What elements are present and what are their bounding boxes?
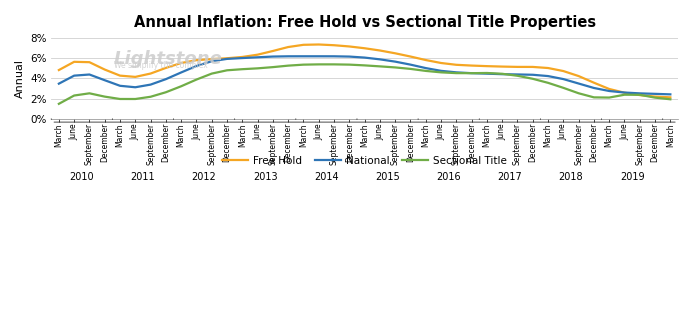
Title: Annual Inflation: Free Hold vs Sectional Title Properties: Annual Inflation: Free Hold vs Sectional… — [134, 15, 596, 30]
Text: 2018: 2018 — [559, 172, 584, 182]
Text: 2013: 2013 — [253, 172, 278, 182]
Text: 2012: 2012 — [192, 172, 216, 182]
Text: 2019: 2019 — [620, 172, 644, 182]
Text: We simplify the complex: We simplify the complex — [114, 61, 208, 70]
Text: 2017: 2017 — [498, 172, 523, 182]
Legend: Free Hold, National, Sectional Title: Free Hold, National, Sectional Title — [218, 152, 511, 170]
Text: 2014: 2014 — [314, 172, 339, 182]
Text: 2010: 2010 — [69, 172, 94, 182]
Y-axis label: Annual: Annual — [15, 59, 25, 98]
Text: Lightstone: Lightstone — [114, 50, 222, 68]
Text: 2016: 2016 — [437, 172, 461, 182]
Text: 2011: 2011 — [131, 172, 155, 182]
Text: 2015: 2015 — [375, 172, 400, 182]
